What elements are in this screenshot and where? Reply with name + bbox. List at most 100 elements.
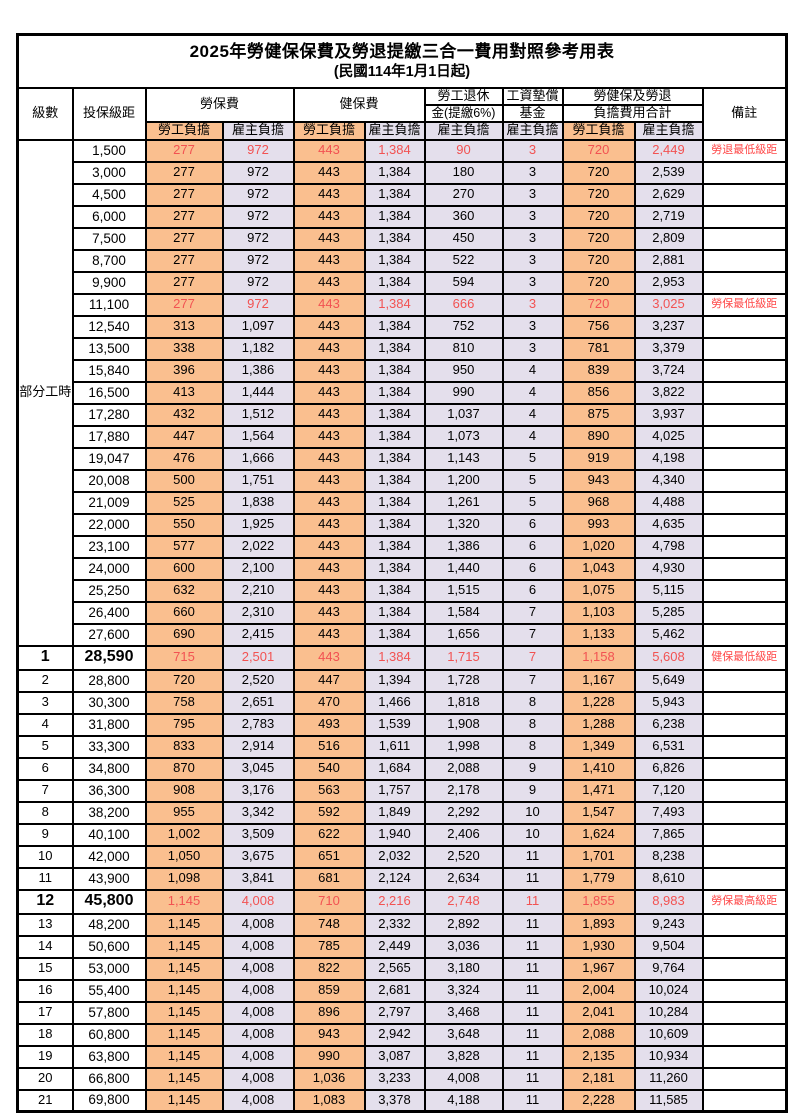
health-employer-cell: 1,394 [363, 668, 426, 693]
total-employee-cell: 720 [561, 160, 636, 185]
total-employer-cell: 10,934 [633, 1044, 704, 1069]
labor-employer-cell: 1,444 [221, 380, 295, 405]
health-employer-cell: 1,384 [363, 248, 426, 273]
labor-employer-cell: 1,182 [221, 336, 295, 361]
pension-employer-cell: 2,892 [423, 912, 504, 937]
total-employee-cell: 720 [561, 226, 636, 251]
total-employer-cell: 9,504 [633, 934, 704, 959]
labor-employer-cell: 972 [221, 248, 295, 273]
pension-employer-cell: 1,073 [423, 424, 504, 449]
total-employer-cell: 8,238 [633, 844, 704, 869]
health-employee-cell: 622 [292, 822, 366, 847]
total-employee-cell: 1,967 [561, 956, 636, 981]
bracket-cell: 9,900 [71, 270, 147, 295]
labor-employer-cell: 4,008 [221, 1022, 295, 1047]
bracket-cell: 38,200 [71, 800, 147, 825]
bracket-cell: 55,400 [71, 978, 147, 1003]
labor-employer-cell: 4,008 [221, 912, 295, 937]
fund-employer-cell: 3 [501, 270, 564, 295]
remark-cell: 健保最低級距 [701, 644, 788, 671]
remark-cell [701, 468, 788, 493]
pension-employer-cell: 180 [423, 160, 504, 185]
grade-cell: 19 [16, 1044, 74, 1069]
grade-cell: 4 [16, 712, 74, 737]
health-employer-cell: 2,565 [363, 956, 426, 981]
pension-employer-cell: 1,515 [423, 578, 504, 603]
fund-employer-cell: 9 [501, 756, 564, 781]
remark-cell: 勞退最低級距 [701, 138, 788, 163]
total-employer-cell: 2,953 [633, 270, 704, 295]
total-employee-cell: 943 [561, 468, 636, 493]
table-row: 18 60,800 1,145 4,008 943 2,942 3,648 11… [16, 1022, 788, 1047]
pension-employer-cell: 1,386 [423, 534, 504, 559]
table-row: 12 45,800 1,145 4,008 710 2,216 2,748 11… [16, 888, 788, 915]
total-employee-cell: 756 [561, 314, 636, 339]
total-employee-cell: 2,135 [561, 1044, 636, 1069]
grade-cell: 11 [16, 866, 74, 891]
pension-employer-cell: 1,715 [423, 644, 504, 671]
fund-employer-cell: 5 [501, 446, 564, 471]
fund-employer-cell: 3 [501, 204, 564, 229]
total-employer-cell: 5,943 [633, 690, 704, 715]
health-employer-cell: 1,384 [363, 534, 426, 559]
table-row: 8 38,200 955 3,342 592 1,849 2,292 10 1,… [16, 800, 788, 825]
bracket-cell: 57,800 [71, 1000, 147, 1025]
labor-employer-cell: 972 [221, 182, 295, 207]
total-employee-cell: 1,547 [561, 800, 636, 825]
total-employer-cell: 2,449 [633, 138, 704, 163]
table-row: 23,100 577 2,022 443 1,384 1,386 6 1,020… [18, 534, 788, 559]
labor-employer-cell: 4,008 [221, 956, 295, 981]
table-row: 17 57,800 1,145 4,008 896 2,797 3,468 11… [16, 1000, 788, 1025]
total-employee-cell: 720 [561, 270, 636, 295]
health-employer-cell: 1,384 [363, 182, 426, 207]
table-row: 25,250 632 2,210 443 1,384 1,515 6 1,075… [18, 578, 788, 603]
table-row: 19,047 476 1,666 443 1,384 1,143 5 919 4… [18, 446, 788, 471]
labor-employer-cell: 972 [221, 160, 295, 185]
bracket-cell: 43,900 [71, 866, 147, 891]
total-employee-cell: 1,228 [561, 690, 636, 715]
labor-employee-cell: 313 [144, 314, 224, 339]
page-subtitle: (民國114年1月1日起) [333, 63, 471, 80]
health-employer-cell: 2,449 [363, 934, 426, 959]
health-employee-cell: 748 [292, 912, 366, 937]
table-row: 27,600 690 2,415 443 1,384 1,656 7 1,133… [18, 622, 788, 647]
grade-cell: 12 [16, 888, 74, 915]
table-row: 4,500 277 972 443 1,384 270 3 720 2,629 [18, 182, 788, 207]
col-header-total-line1: 勞健保及勞退 [561, 86, 704, 106]
fund-employer-cell: 5 [501, 490, 564, 515]
pension-employer-cell: 2,748 [423, 888, 504, 915]
remark-cell [701, 248, 788, 273]
health-employer-cell: 1,384 [363, 512, 426, 537]
pension-employer-cell: 360 [423, 204, 504, 229]
health-employer-cell: 1,757 [363, 778, 426, 803]
grade-cell: 1 [16, 644, 74, 671]
bracket-cell: 48,200 [71, 912, 147, 937]
fund-employer-cell: 11 [501, 866, 564, 891]
bracket-cell: 16,500 [71, 380, 147, 405]
bracket-cell: 12,540 [71, 314, 147, 339]
col-header-remark: 備註 [701, 86, 788, 141]
remark-cell [701, 336, 788, 361]
health-employee-cell: 443 [292, 204, 366, 229]
pension-employer-cell: 1,143 [423, 446, 504, 471]
pension-employer-cell: 3,468 [423, 1000, 504, 1025]
fund-employer-cell: 11 [501, 978, 564, 1003]
total-employee-cell: 1,158 [561, 644, 636, 671]
table-row: 11 43,900 1,098 3,841 681 2,124 2,634 11… [16, 866, 788, 891]
health-employee-cell: 443 [292, 160, 366, 185]
total-employer-cell: 9,764 [633, 956, 704, 981]
total-employee-cell: 1,133 [561, 622, 636, 647]
bracket-cell: 13,500 [71, 336, 147, 361]
bracket-cell: 6,000 [71, 204, 147, 229]
remark-cell [701, 734, 788, 759]
labor-employee-cell: 1,145 [144, 1022, 224, 1047]
bracket-cell: 45,800 [71, 888, 147, 915]
fund-employer-cell: 7 [501, 622, 564, 647]
pension-employer-cell: 2,292 [423, 800, 504, 825]
pension-employer-cell: 1,998 [423, 734, 504, 759]
labor-employer-cell: 2,415 [221, 622, 295, 647]
fund-employer-cell: 10 [501, 800, 564, 825]
total-employer-cell: 2,809 [633, 226, 704, 251]
labor-employee-cell: 1,145 [144, 1066, 224, 1091]
table-row: 26,400 660 2,310 443 1,384 1,584 7 1,103… [18, 600, 788, 625]
